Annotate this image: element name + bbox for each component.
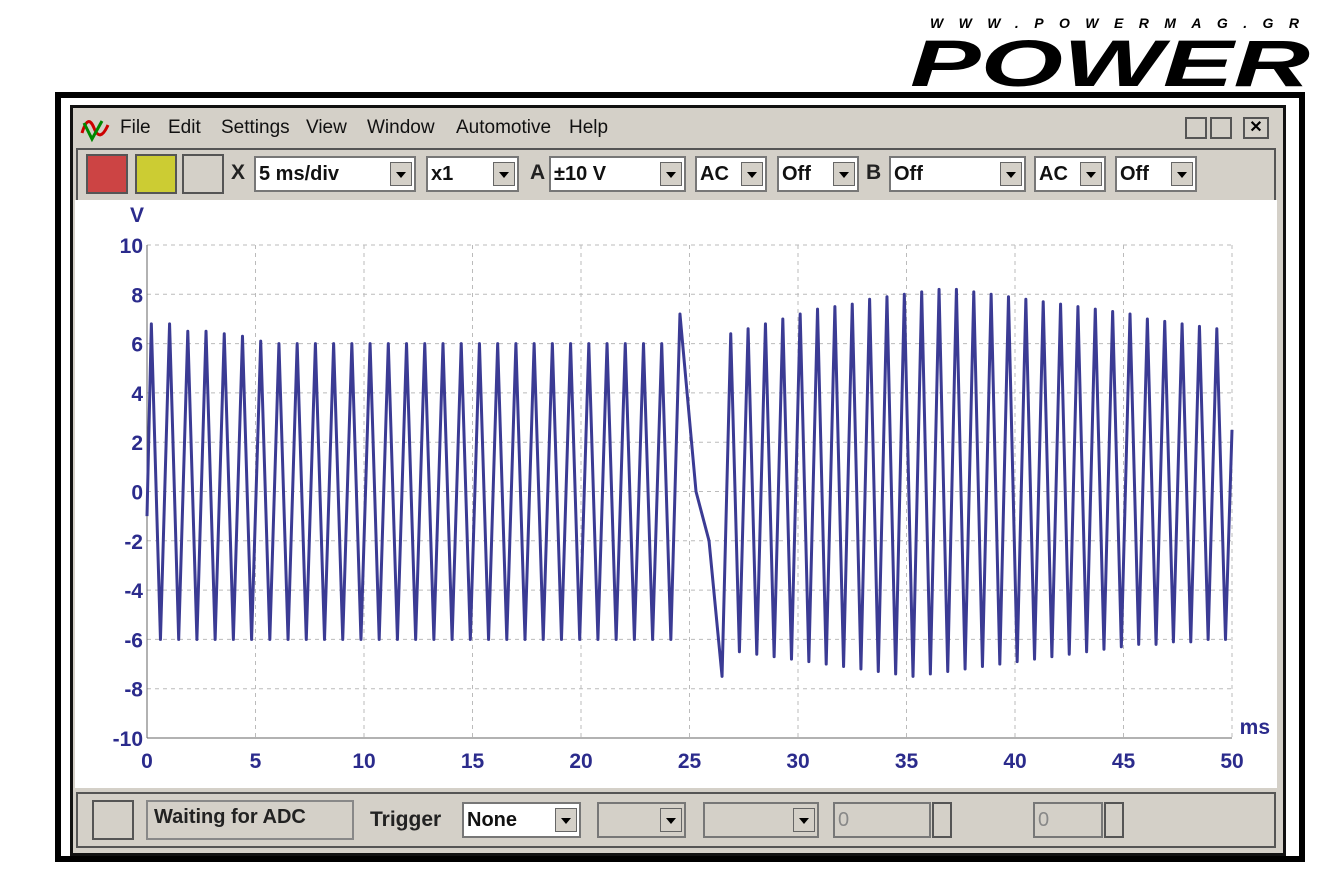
y-tick-label: 8 bbox=[131, 284, 143, 307]
menu-item[interactable]: Automotive bbox=[456, 117, 552, 138]
y-tick-label: 2 bbox=[131, 432, 143, 455]
menu-item[interactable]: Window bbox=[367, 117, 435, 138]
x-tick-label: 45 bbox=[1112, 750, 1136, 773]
y-tick-label: 4 bbox=[131, 383, 143, 406]
x-tick-label: 40 bbox=[1003, 750, 1026, 773]
minimize-button[interactable] bbox=[1185, 117, 1207, 139]
x-tick-label: 35 bbox=[895, 750, 919, 773]
trigger-delay-value: 0 bbox=[1038, 809, 1050, 831]
trigger-edge-select[interactable] bbox=[703, 802, 819, 838]
trigger-level-input[interactable]: 0 bbox=[833, 802, 931, 838]
x-tick-label: 15 bbox=[461, 750, 485, 773]
a-coupling-select[interactable]: AC bbox=[695, 156, 767, 192]
y-tick-label: -6 bbox=[124, 629, 143, 652]
trigger-label: Trigger bbox=[370, 808, 442, 831]
timebase-select[interactable]: 5 ms/div bbox=[254, 156, 416, 192]
x-tick-label: 0 bbox=[141, 750, 153, 773]
x-tick-label: 20 bbox=[569, 750, 592, 773]
y-tick-label: -10 bbox=[113, 728, 143, 751]
y-tick-label: 10 bbox=[120, 235, 143, 258]
timebase-value: 5 ms/div bbox=[259, 163, 340, 185]
multiplier-select[interactable]: x1 bbox=[426, 156, 519, 192]
multiplier-value: x1 bbox=[431, 163, 454, 185]
scope-mode-button[interactable] bbox=[86, 154, 128, 194]
spin-button[interactable] bbox=[932, 802, 952, 838]
app-icon bbox=[80, 120, 110, 143]
b-coupling-value: AC bbox=[1039, 163, 1068, 185]
logo: WWW.POWERMAG.GR POWER bbox=[910, 15, 1311, 90]
y-tick-label: 6 bbox=[131, 334, 143, 357]
close-button[interactable]: ✕ bbox=[1243, 117, 1269, 139]
y-tick-label: -2 bbox=[124, 531, 143, 554]
b-range-value: Off bbox=[894, 163, 923, 185]
chart: -10 -8 -6 -4 -2 0 2 4 6 8 10 0 5 10 15 20 25 30 35 40 45 50 Vm… bbox=[75, 200, 1277, 788]
waveform bbox=[145, 287, 1234, 678]
menu-item[interactable]: Edit bbox=[168, 117, 201, 138]
y-tick-label: -8 bbox=[124, 679, 143, 702]
menu-item[interactable]: Settings bbox=[221, 117, 290, 138]
x-tick-label: 50 bbox=[1220, 750, 1243, 773]
logo-text: POWER bbox=[910, 26, 1311, 90]
run-button[interactable] bbox=[92, 800, 134, 840]
y-unit: V bbox=[130, 204, 144, 227]
restore-button[interactable] bbox=[1210, 117, 1232, 139]
a-option-select[interactable]: Off bbox=[777, 156, 859, 192]
y-tick-label: 0 bbox=[131, 482, 143, 505]
a-coupling-value: AC bbox=[700, 163, 729, 185]
a-range-select[interactable]: ±10 V bbox=[549, 156, 686, 192]
trigger-select[interactable]: None bbox=[462, 802, 581, 838]
logo-url: WWW.POWERMAG.GR bbox=[930, 15, 1310, 31]
x-unit: ms bbox=[1240, 716, 1270, 739]
trigger-level-value: 0 bbox=[838, 809, 850, 831]
x-tick-label: 25 bbox=[678, 750, 702, 773]
menu-item[interactable]: Help bbox=[569, 117, 609, 138]
a-range-value: ±10 V bbox=[554, 163, 607, 185]
x-tick-label: 5 bbox=[250, 750, 262, 773]
status-message: Waiting for ADC bbox=[146, 800, 354, 840]
a-label: A bbox=[530, 161, 546, 184]
x-label: X bbox=[231, 161, 246, 184]
menu-item[interactable]: View bbox=[306, 117, 347, 138]
b-label: B bbox=[866, 161, 882, 184]
x-tick-label: 30 bbox=[786, 750, 809, 773]
y-tick-label: -4 bbox=[124, 580, 143, 603]
spectrum-mode-button[interactable] bbox=[135, 154, 177, 194]
meter-mode-button[interactable] bbox=[182, 154, 224, 194]
trigger-delay-input[interactable]: 0 bbox=[1033, 802, 1103, 838]
trigger-value: None bbox=[467, 809, 517, 831]
trigger-channel-select[interactable] bbox=[597, 802, 686, 838]
b-coupling-select[interactable]: AC bbox=[1034, 156, 1106, 192]
b-range-select[interactable]: Off bbox=[889, 156, 1026, 192]
b-option-select[interactable]: Off bbox=[1115, 156, 1197, 192]
b-option-value: Off bbox=[1120, 163, 1149, 185]
menu-item[interactable]: File bbox=[120, 117, 151, 138]
spin-button[interactable] bbox=[1104, 802, 1124, 838]
a-option-value: Off bbox=[782, 163, 811, 185]
x-tick-label: 10 bbox=[352, 750, 375, 773]
